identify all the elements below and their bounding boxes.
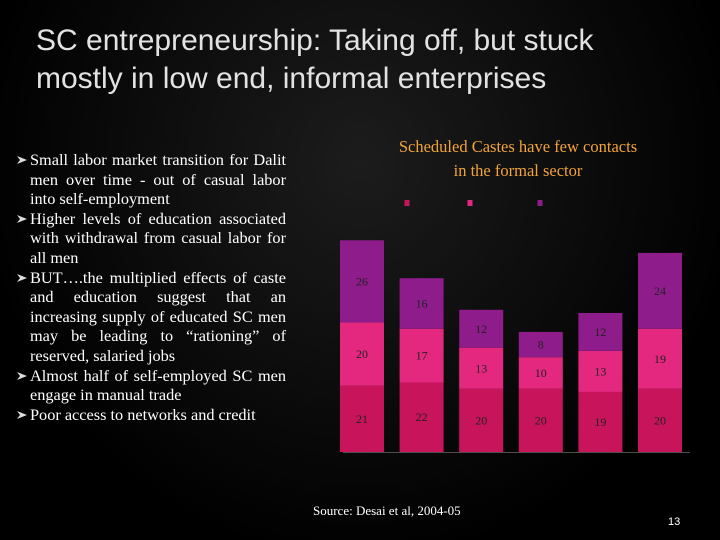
- bar-segment: [399, 278, 444, 329]
- bar-segment: [578, 312, 623, 351]
- slide-title: SC entrepreneurship: Taking off, but stu…: [36, 24, 594, 95]
- data-label: 20: [654, 413, 666, 427]
- bar-segment: [459, 347, 504, 389]
- data-label: 20: [475, 413, 487, 427]
- bullet: Almost half of self-employed SC men enga…: [14, 366, 286, 405]
- data-label: 20: [356, 347, 368, 361]
- bullet-list: Small labor market transition for Dalit …: [14, 150, 286, 424]
- bullet-text: Small labor market transition for Dalit …: [30, 150, 286, 209]
- source: Source: Desai et al, 2004-05: [313, 503, 461, 518]
- data-label: 19: [654, 352, 666, 366]
- data-label: 19: [594, 415, 606, 429]
- bar-segment: [399, 382, 444, 452]
- data-label: 20: [535, 413, 547, 427]
- data-label: 10: [535, 366, 547, 380]
- data-label: 8: [538, 338, 544, 352]
- bullet-icon: [17, 273, 27, 282]
- bullet: Higher levels of education associated wi…: [14, 209, 286, 268]
- bullet-text: Higher levels of education associated wi…: [30, 208, 286, 267]
- bullet: Small labor market transition for Dalit …: [14, 150, 286, 209]
- data-label: 12: [594, 325, 606, 339]
- bullet: BUT….the multiplied effects of caste and…: [14, 268, 286, 366]
- page-number: 13: [668, 516, 681, 528]
- bullet-icon: [17, 410, 27, 419]
- bar-segment: [638, 328, 682, 389]
- bar-segment: [518, 388, 563, 452]
- legend-swatch: [467, 200, 473, 206]
- bar-segment: [578, 350, 623, 392]
- bar-segment: [578, 391, 623, 452]
- legend-swatch: [537, 200, 543, 206]
- data-label: 26: [356, 274, 368, 288]
- bullet-icon: [17, 156, 27, 164]
- data-label: 13: [594, 364, 606, 378]
- bullet: Poor access to networks and credit: [14, 405, 286, 425]
- bar-segment: [459, 309, 504, 348]
- bar-segment: [518, 357, 563, 389]
- bar-segment: [340, 240, 384, 323]
- data-label: 16: [416, 296, 428, 310]
- chart-title-line: Scheduled Castes have few contacts: [399, 137, 637, 156]
- bar-segment: [399, 328, 444, 383]
- data-label: 21: [356, 412, 368, 426]
- data-label: 24: [654, 284, 666, 298]
- bullet-text: Poor access to networks and credit: [30, 404, 256, 424]
- data-label: 12: [475, 322, 487, 336]
- bullet-text: BUT….the multiplied effects of caste and…: [30, 267, 286, 365]
- bar-segment: [459, 388, 504, 452]
- legend-swatch: [404, 200, 410, 206]
- data-label: 22: [416, 410, 428, 424]
- bullet-icon: [17, 214, 27, 223]
- bar-segment: [340, 385, 384, 452]
- bullet-icon: [17, 371, 27, 380]
- bar-segment: [638, 252, 682, 329]
- bar-segment: [518, 331, 563, 358]
- chart-title-line: in the formal sector: [454, 161, 583, 180]
- bar-segment: [340, 322, 384, 386]
- data-label: 13: [475, 361, 487, 375]
- bullet-text: Almost half of self-employed SC men enga…: [30, 365, 286, 405]
- data-label: 17: [416, 349, 428, 363]
- bar-segment: [638, 388, 682, 452]
